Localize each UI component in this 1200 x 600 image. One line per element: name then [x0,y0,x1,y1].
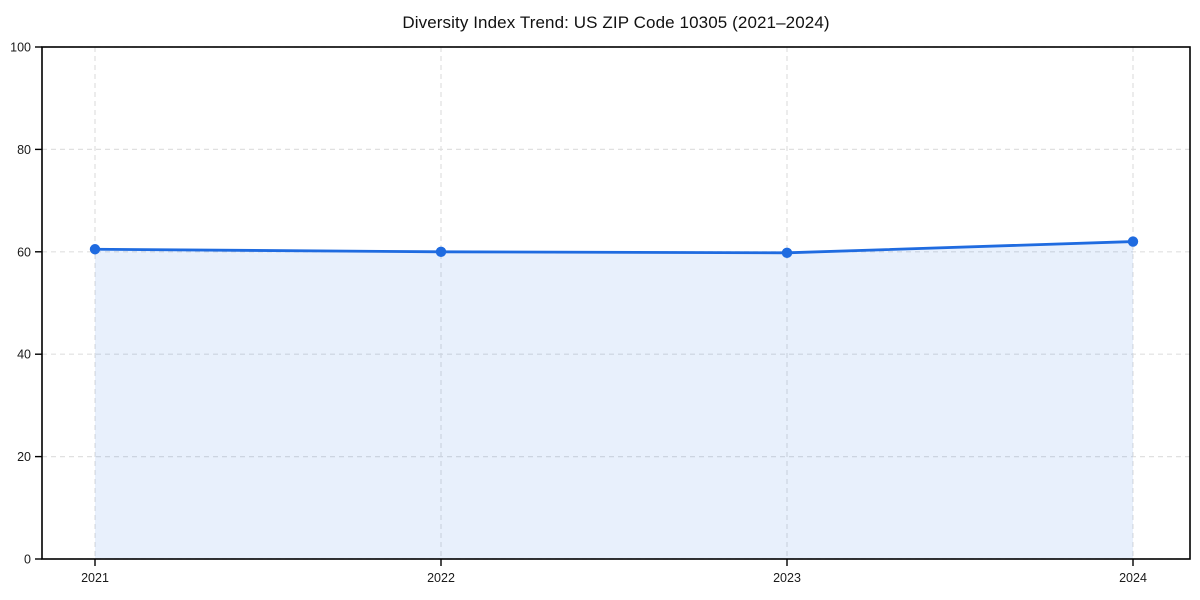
y-axis-tick-label: 100 [10,41,31,55]
x-axis-tick-label: 2024 [1119,571,1147,585]
chart-title: Diversity Index Trend: US ZIP Code 10305… [402,13,830,32]
y-axis-tick-label: 20 [17,450,31,464]
area-fill [95,241,1133,559]
trend-line [93,240,1135,255]
data-point-marker [1127,236,1139,247]
y-axis-tick-label: 80 [17,143,31,157]
data-point-marker [89,244,101,255]
y-axis-tick-label: 0 [24,553,31,567]
y-axis-tick-label: 60 [17,245,31,259]
x-axis-tick-label: 2022 [427,571,455,585]
x-axis-tick-label: 2023 [773,571,801,585]
data-point-marker [781,247,793,259]
data-point-marker [435,246,447,257]
y-axis-tick-label: 40 [17,348,31,362]
x-axis-tick-label: 2021 [81,571,109,585]
plot-border [41,46,1191,560]
